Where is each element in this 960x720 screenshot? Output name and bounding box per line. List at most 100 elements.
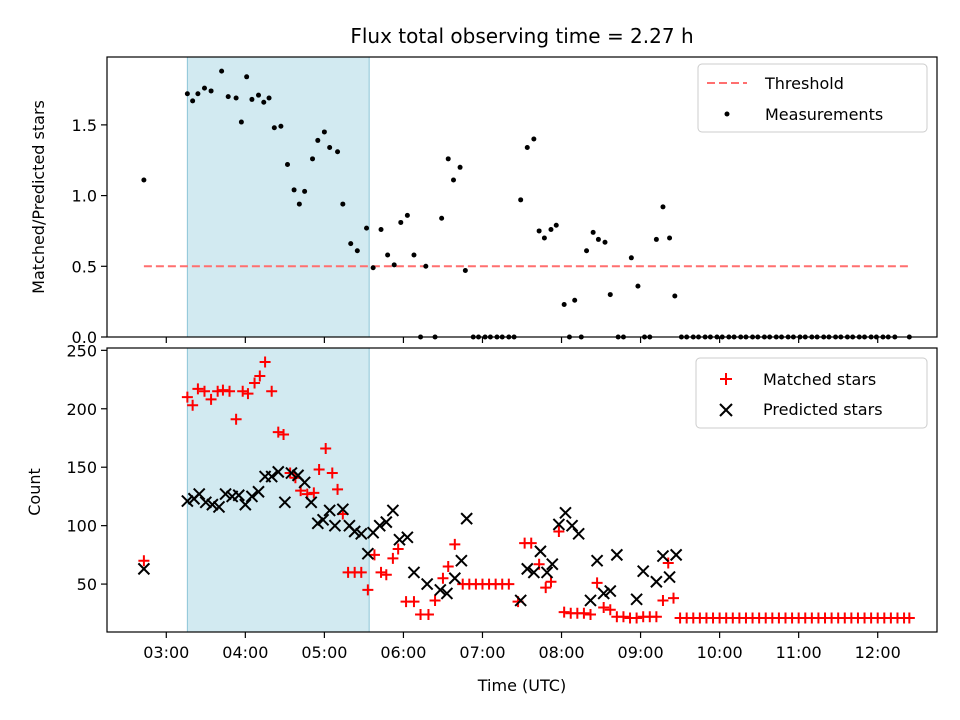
matched-stars-point <box>668 592 680 604</box>
predicted-stars-point <box>311 517 325 530</box>
x-tick-label: 05:00 <box>301 643 347 662</box>
predicted-stars-point <box>540 566 554 579</box>
measurements-point <box>667 235 673 241</box>
measurements-point <box>244 74 250 80</box>
legend-box-bottom <box>695 357 928 429</box>
matched-stars-point <box>553 525 565 537</box>
predicted-stars-point <box>239 498 252 511</box>
predicted-stars-point <box>407 566 421 579</box>
matched-stars-point <box>332 483 344 495</box>
y-tick-label: 100 <box>66 517 97 536</box>
predicted-stars-point <box>455 554 468 567</box>
measurements-point <box>548 227 554 233</box>
measurements-point <box>335 149 341 155</box>
matched-stars-point <box>392 543 404 555</box>
predicted-stars-point <box>373 519 386 532</box>
predicted-stars-point <box>434 583 447 597</box>
x-axis-label: Time (UTC) <box>477 676 566 695</box>
predicted-stars-point <box>572 527 585 541</box>
matched-stars-point <box>249 377 261 389</box>
measurements-point <box>541 235 547 241</box>
measurements-point <box>225 94 231 100</box>
measurements-point <box>291 187 297 193</box>
matched-stars-point <box>662 557 674 569</box>
predicted-stars-point <box>604 584 617 598</box>
measurements-point <box>302 188 308 194</box>
measurements-point <box>462 268 468 274</box>
measurements-point <box>635 283 641 289</box>
predicted-stars-point <box>565 519 579 532</box>
measurements-point <box>256 92 262 98</box>
measurements-point <box>201 85 207 91</box>
matched-stars-point <box>313 464 325 476</box>
measurements-point <box>190 98 196 104</box>
predicted-stars-point <box>669 548 683 562</box>
measurements-point <box>404 212 410 218</box>
observing-window-shading-top <box>186 56 370 338</box>
matched-stars-point <box>903 612 915 624</box>
measurements-point <box>340 201 346 207</box>
measurements-point <box>653 236 659 242</box>
y-tick-label: 1.0 <box>72 187 97 206</box>
measurements-point <box>561 301 567 307</box>
predicted-stars-point <box>527 566 541 579</box>
measurements-point <box>249 96 255 102</box>
predicted-stars-point <box>440 587 454 600</box>
predicted-stars-point <box>361 547 375 560</box>
measurements-point <box>439 215 445 221</box>
matched-stars-point <box>308 487 320 499</box>
x-tick-label: 03:00 <box>143 643 189 662</box>
measurements-point <box>391 262 397 268</box>
measurements-point <box>219 68 225 74</box>
measurements-point <box>536 228 542 234</box>
matched-stars-point <box>368 549 380 561</box>
measurements-point <box>628 255 634 261</box>
measurements-point <box>296 201 302 207</box>
matched-stars-point <box>254 370 266 382</box>
measurements-point <box>385 252 391 258</box>
predicted-stars-point <box>663 570 676 584</box>
plot-frame-bottom <box>106 347 938 633</box>
matched-stars-point <box>355 566 367 578</box>
matched-stars-point <box>375 566 387 578</box>
legend-bottom: Matched stars Predicted stars <box>695 357 928 429</box>
matched-stars-point <box>326 467 338 479</box>
x-tick-label: 07:00 <box>459 643 505 662</box>
matched-stars-point <box>585 608 597 620</box>
measurements-point <box>660 204 666 210</box>
predicted-stars-point <box>630 593 643 606</box>
y-tick-label: 50 <box>77 575 97 594</box>
measurements-point <box>370 265 376 271</box>
predicted-stars-point <box>212 500 226 514</box>
measurements-point <box>233 95 239 101</box>
y-tick-label: 0.5 <box>72 257 97 276</box>
x-axis-ticks-top <box>165 337 879 343</box>
matched-stars-point <box>380 569 392 581</box>
matched-stars-point <box>272 426 284 438</box>
legend-predicted-swatch <box>719 403 733 417</box>
measurements-point <box>595 236 601 242</box>
legend-measurements-label: Measurements <box>765 105 883 124</box>
matched-stars-point <box>266 385 278 397</box>
measurements-point <box>450 177 456 183</box>
legend-predicted-label: Predicted stars <box>763 400 883 419</box>
predicted-stars-point <box>328 519 342 532</box>
matched-stars-point <box>422 608 434 620</box>
x-tick-label: 12:00 <box>855 643 901 662</box>
measurements-point <box>284 161 290 167</box>
matched-stars-point <box>278 428 290 440</box>
measurements-point <box>271 125 277 131</box>
legend-measurements-swatch <box>724 111 730 117</box>
predicted-stars-point <box>546 558 559 571</box>
matched-stars-point <box>242 388 254 400</box>
predicted-stars-point <box>380 515 393 529</box>
predicted-stars-point <box>514 594 527 607</box>
measurements-point <box>364 225 370 231</box>
matched-stars-point <box>138 555 150 567</box>
predicted-stars-point <box>193 487 206 501</box>
matched-stars-point <box>591 577 603 589</box>
count-panel: 50 100 150 200 250 03:00 04:00 05:00 06:00 07:00… <box>25 341 938 695</box>
predicted-stars-point <box>590 554 604 567</box>
measurements-point <box>310 156 316 162</box>
